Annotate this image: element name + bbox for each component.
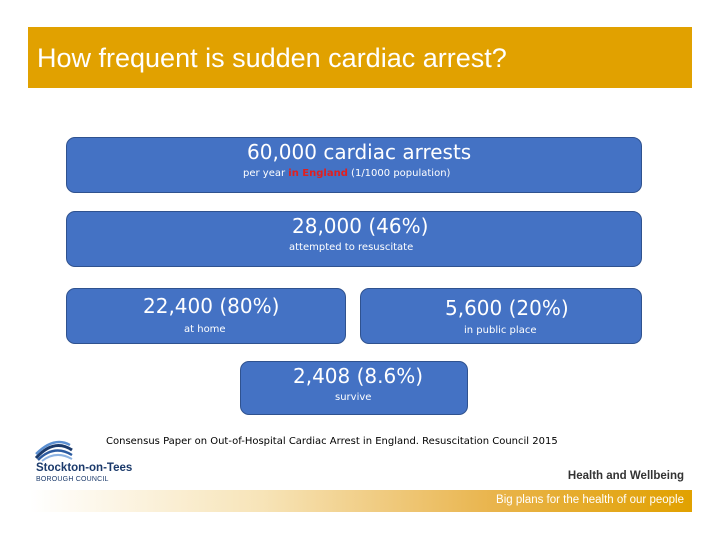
box-home-main: 22,400 (80%) (143, 294, 280, 318)
box-public-place: 5,600 (20%) in public place (360, 288, 642, 344)
box-home-sub: at home (184, 324, 226, 335)
box-public-sub: in public place (464, 325, 537, 336)
box-attempted-main: 28,000 (46%) (292, 214, 429, 238)
box-total-main: 60,000 cardiac arrests (247, 140, 472, 164)
box-survive: 2,408 (8.6%) survive (240, 361, 468, 415)
slogan-text: Big plans for the health of our people (496, 494, 684, 506)
box-total-sub-after: (1/1000 population) (347, 168, 451, 179)
logo-name: Stockton-on-Tees (36, 462, 133, 474)
section-label: Health and Wellbeing (567, 470, 684, 482)
page-title: How frequent is sudden cardiac arrest? (37, 43, 507, 73)
box-total-sub-highlight: in England (288, 168, 348, 179)
box-attempted-sub: attempted to resuscitate (289, 242, 414, 253)
box-total-sub-before: per year (243, 168, 289, 179)
slogan-bar: Big plans for the health of our people (30, 490, 692, 512)
box-total-arrests: 60,000 cardiac arrests per year in Engla… (66, 137, 642, 193)
box-public-main: 5,600 (20%) (445, 296, 569, 320)
stockton-logo-icon (34, 440, 73, 462)
citation: Consensus Paper on Out-of-Hospital Cardi… (106, 436, 558, 447)
title-bar: How frequent is sudden cardiac arrest? (28, 27, 692, 88)
logo-subtitle: BOROUGH COUNCIL (36, 476, 109, 483)
box-attempted: 28,000 (46%) attempted to resuscitate (66, 211, 642, 267)
box-total-sub: per year in England (1/1000 population) (243, 168, 450, 180)
box-survive-main: 2,408 (8.6%) (293, 364, 424, 388)
box-survive-sub: survive (335, 392, 372, 403)
box-at-home: 22,400 (80%) at home (66, 288, 346, 344)
